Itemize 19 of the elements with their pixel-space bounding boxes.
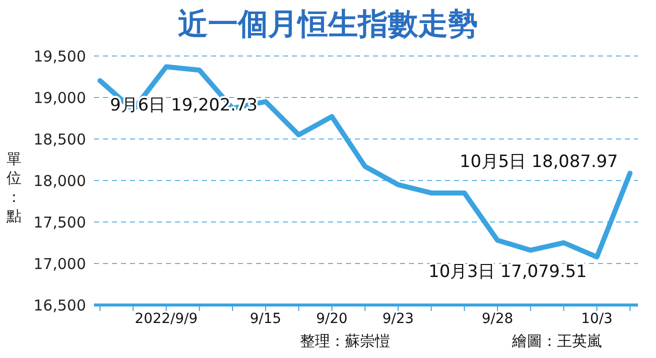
data-label: 10月5日 18,087.97 [460, 152, 618, 172]
chart-title: 近一個月恒生指數走勢 [177, 6, 479, 44]
x-tick-label: 2022/9/9 [134, 310, 198, 327]
y-tick-label: 18,000 [34, 172, 86, 190]
x-tick-label: 9/15 [250, 310, 282, 327]
y-tick-label: 17,500 [34, 213, 86, 232]
x-tick-label: 10/3 [581, 310, 613, 327]
y-tick-label: 17,000 [34, 254, 86, 273]
text: 繪圖：王英嵐 [512, 332, 602, 351]
y-tick-label: 18,500 [34, 130, 86, 148]
y-tick-label: 19,500 [34, 47, 86, 66]
y-tick-label: 16,500 [34, 296, 86, 314]
data-label: 10月3日 17,079.51 [428, 262, 587, 282]
y-axis-title: 單位：點 [6, 150, 22, 226]
x-tick-label: 9/20 [316, 310, 348, 327]
x-tick-label: 9/23 [382, 310, 414, 327]
text: 整理：蘇崇愷 [300, 332, 390, 351]
y-tick-label: 19,000 [34, 88, 86, 107]
x-tick-label: 9/28 [482, 310, 514, 327]
